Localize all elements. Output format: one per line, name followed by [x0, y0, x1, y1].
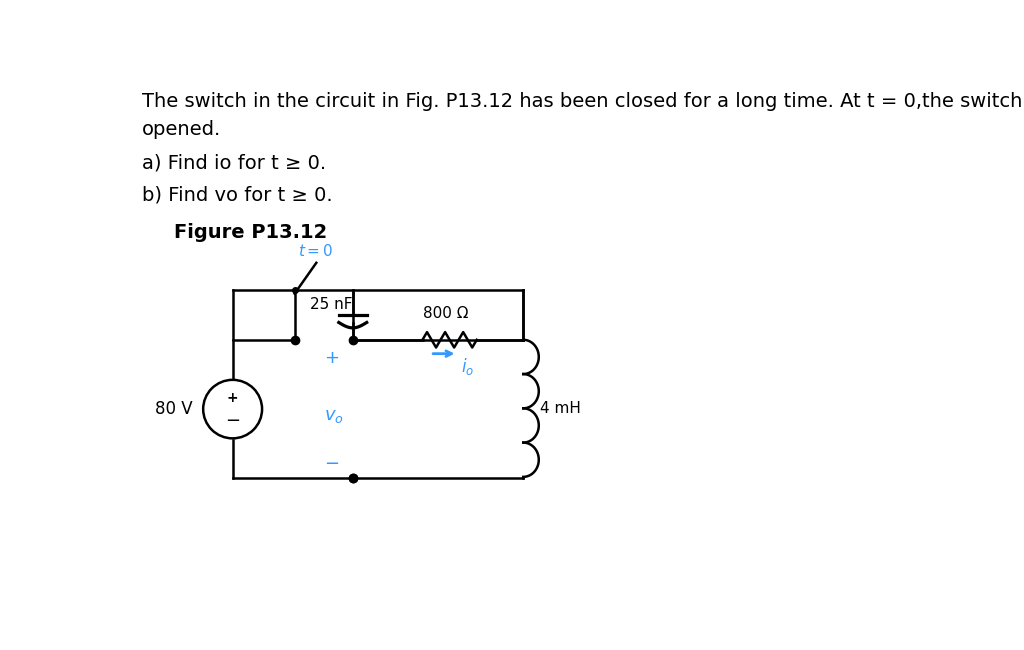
- Text: 25 nF: 25 nF: [310, 297, 352, 312]
- Text: +: +: [324, 349, 339, 367]
- Text: −: −: [225, 411, 241, 430]
- Text: 800 Ω: 800 Ω: [423, 306, 469, 320]
- Text: $i_o$: $i_o$: [461, 356, 474, 377]
- Text: $v_o$: $v_o$: [324, 407, 344, 424]
- Text: b) Find vo for t ≥ 0.: b) Find vo for t ≥ 0.: [142, 186, 333, 205]
- Text: The switch in the circuit in Fig. P13.12 has been closed for a long time. At t =: The switch in the circuit in Fig. P13.12…: [142, 92, 1024, 111]
- Text: −: −: [324, 455, 339, 473]
- Text: a) Find io for t ≥ 0.: a) Find io for t ≥ 0.: [142, 153, 326, 172]
- Text: 4 mH: 4 mH: [541, 401, 582, 416]
- Text: $t = 0$: $t = 0$: [298, 243, 333, 259]
- Text: Figure P13.12: Figure P13.12: [174, 223, 328, 242]
- Text: 80 V: 80 V: [155, 400, 193, 418]
- Text: +: +: [226, 391, 239, 404]
- Text: opened.: opened.: [142, 120, 221, 139]
